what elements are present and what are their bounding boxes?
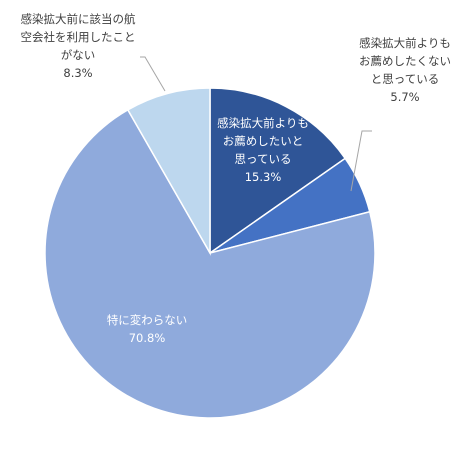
slice-value-label-0: 15.3% <box>245 170 282 184</box>
slice-value-label-1: 5.7% <box>390 90 419 104</box>
slice-category-label-0: 思っている <box>235 152 292 166</box>
slice-category-label-3: がない <box>61 48 96 62</box>
slice-category-label-1: 感染拡大前よりも <box>359 36 451 50</box>
slice-category-label-0: 感染拡大前よりも <box>217 116 309 130</box>
leader-line-1 <box>350 130 372 192</box>
slice-label-2: 特に変わらない 70.8% <box>107 313 188 345</box>
slice-category-label-1: お薦めしたくない <box>359 54 451 68</box>
slice-category-label-3: 感染拡大前に該当の航 <box>21 12 136 26</box>
leader-line-3 <box>140 56 166 92</box>
slice-category-label-1: と思っている <box>371 72 439 86</box>
slice-value-label-3: 8.3% <box>63 66 92 80</box>
pie-slice-2 <box>44 108 376 419</box>
slice-category-label-0: お薦めしたいと <box>223 134 304 148</box>
pie-slice-0 <box>209 87 347 255</box>
pie-slices <box>44 87 376 419</box>
slice-category-label-3: 空会社を利用したこと <box>21 30 136 44</box>
slice-value-label-2: 70.8% <box>129 331 166 345</box>
slice-category-label-2: 特に変わらない <box>107 313 188 327</box>
pie-slice-3 <box>126 87 211 256</box>
